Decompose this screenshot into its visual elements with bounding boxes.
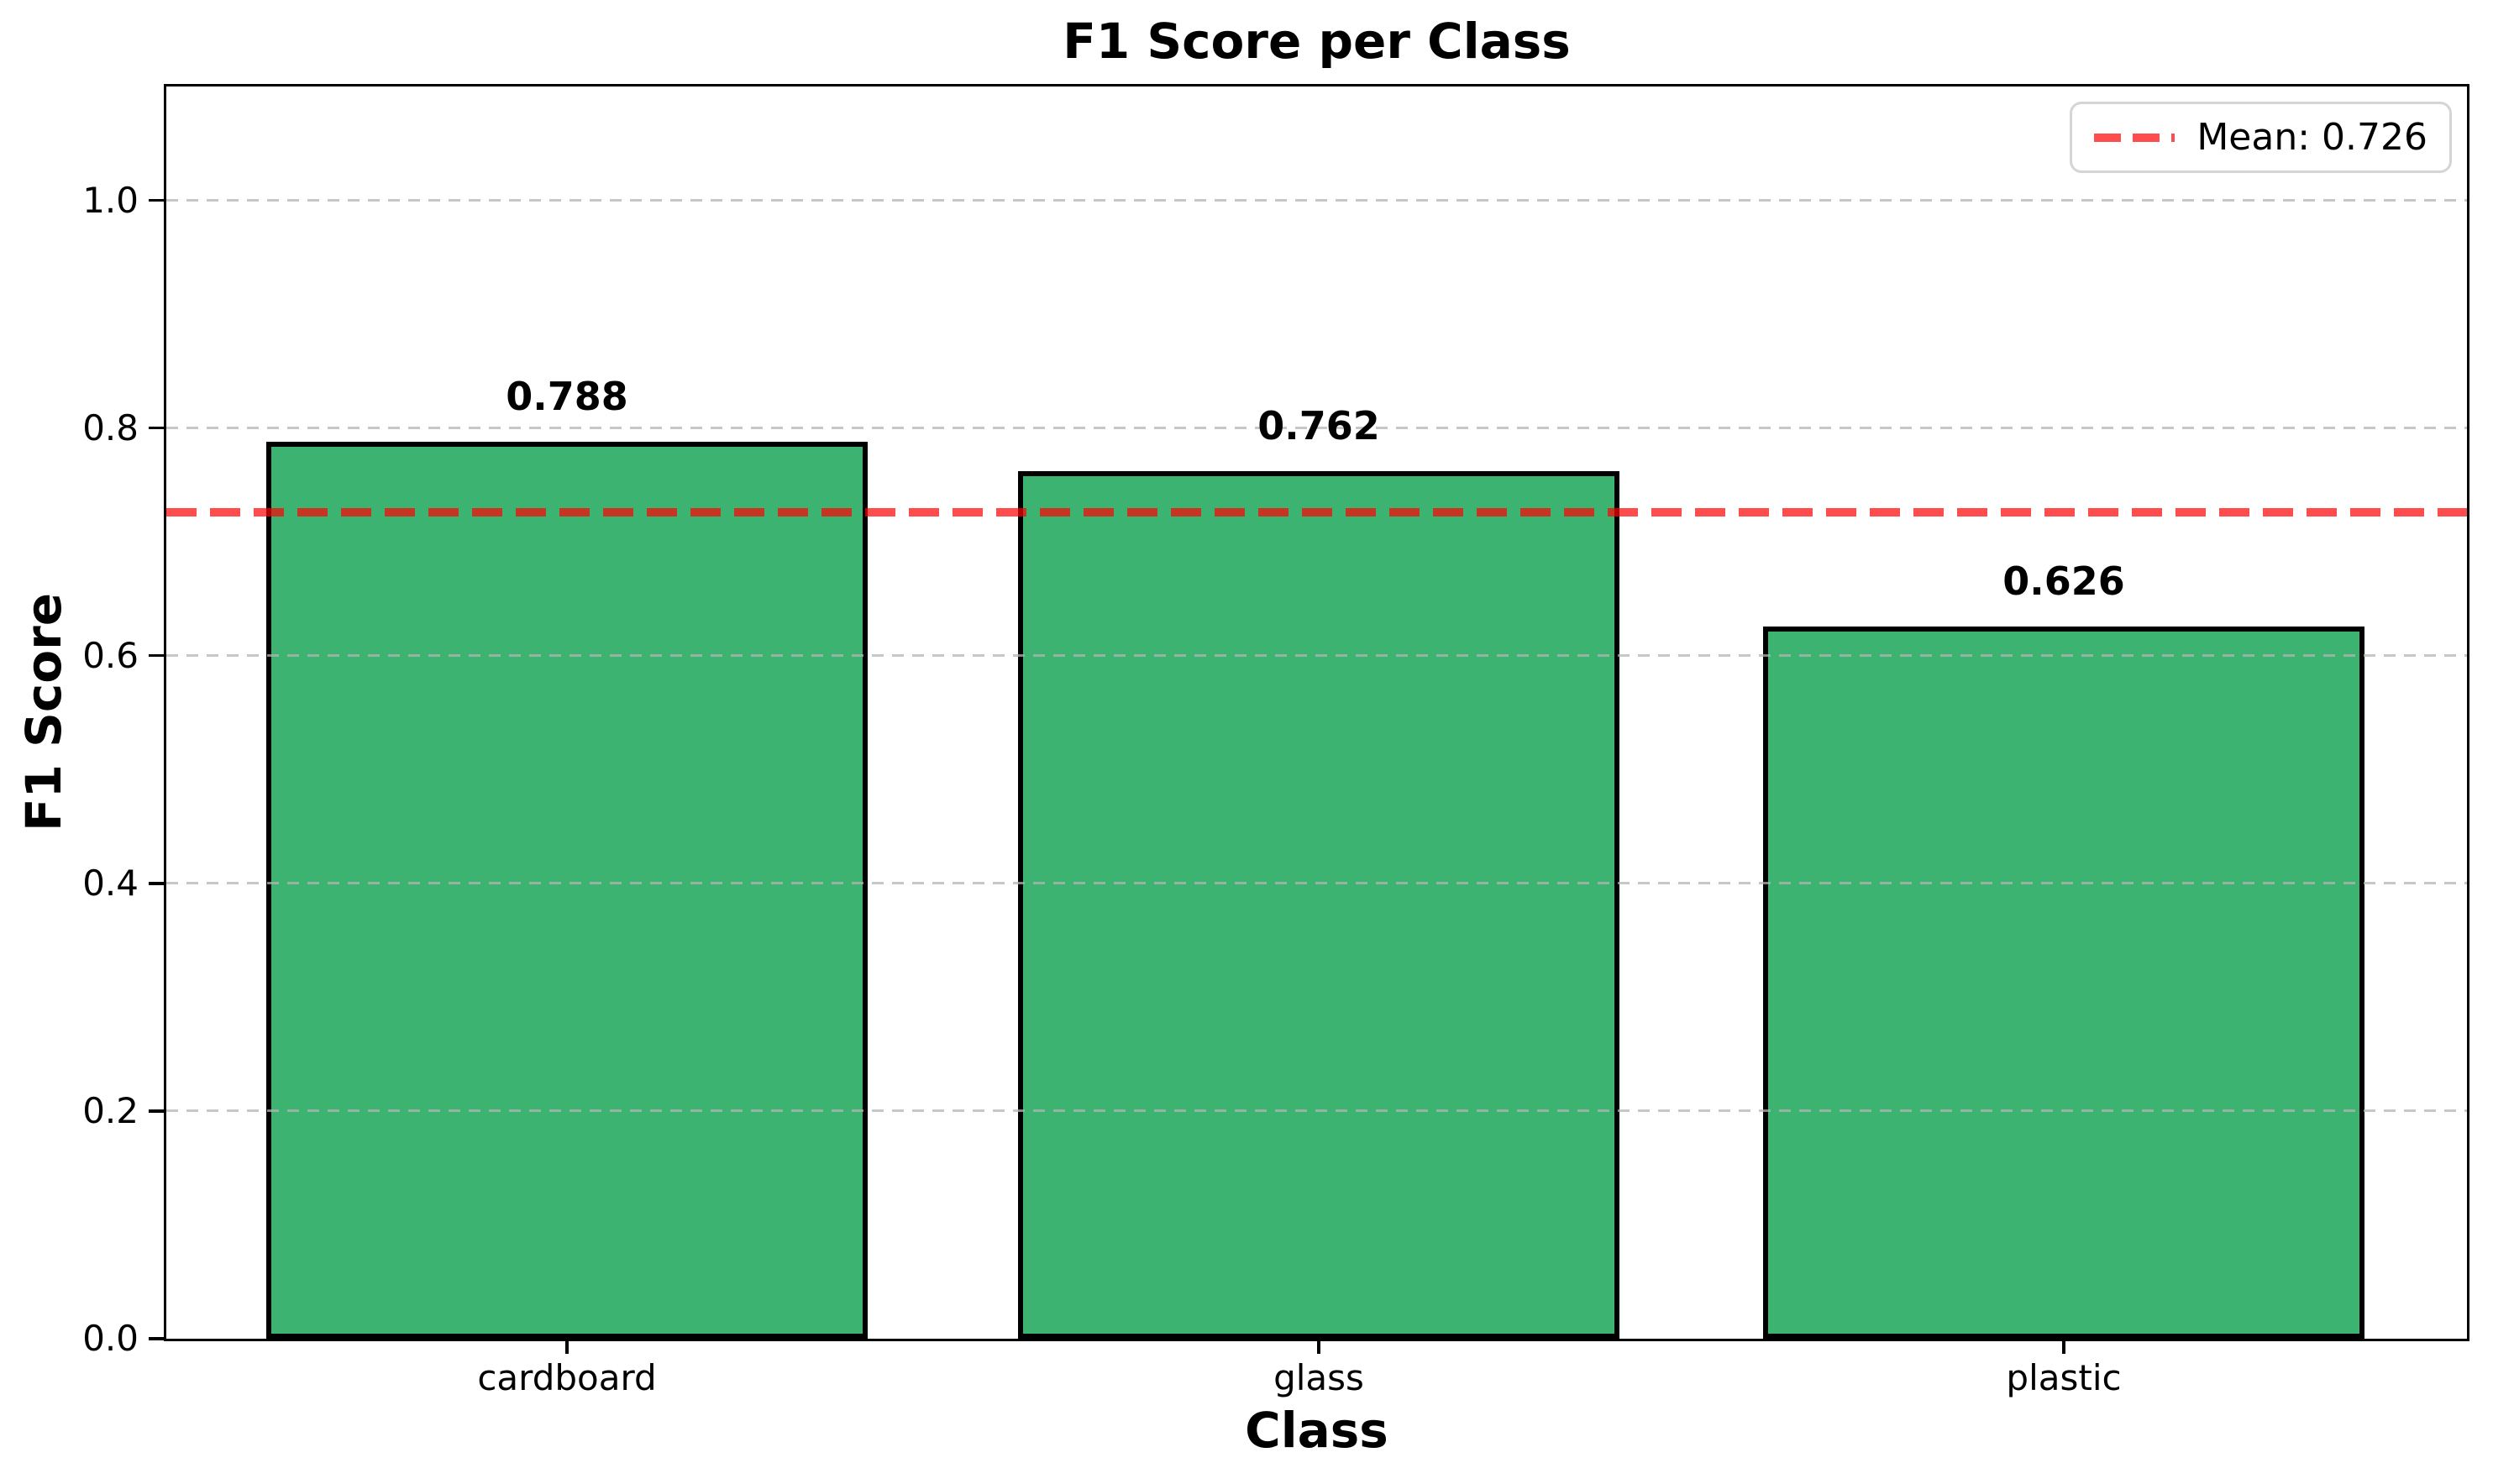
ytick-mark-0.2: [149, 1109, 164, 1113]
bar-value-label-plastic: 0.626: [2002, 558, 2125, 604]
xtick-label-cardboard: cardboard: [477, 1357, 657, 1398]
xtick-mark-glass: [1317, 1341, 1320, 1354]
plot-area: 0.788 0.762 0.626 Mean: 0.726: [149, 84, 2469, 1354]
legend-label: Mean: 0.726: [2196, 116, 2427, 159]
ytick-label-0.2: 0.2: [82, 1089, 139, 1131]
chart-title: F1 Score per Class: [1063, 13, 1571, 70]
ytick-label-0.0: 0.0: [82, 1318, 139, 1359]
ytick-mark-0.4: [149, 882, 164, 885]
ytick-label-1.0: 1.0: [82, 179, 139, 221]
ytick-mark-0.8: [149, 426, 164, 430]
x-axis-label: Class: [1245, 1402, 1388, 1459]
gridline-y-0.2: [166, 1109, 2467, 1113]
xtick-mark-cardboard: [565, 1341, 569, 1354]
ytick-mark-1.0: [149, 198, 164, 202]
bar-glass: [1018, 471, 1619, 1339]
xtick-label-plastic: plastic: [2006, 1357, 2122, 1398]
ytick-label-0.4: 0.4: [82, 862, 139, 904]
mean-line: [166, 507, 2467, 517]
ytick-mark-0.6: [149, 653, 164, 658]
ytick-mark-0.0: [149, 1337, 164, 1340]
ytick-label-0.8: 0.8: [82, 406, 139, 448]
gridline-y-0.6: [166, 654, 2467, 658]
legend: Mean: 0.726: [2070, 102, 2452, 173]
ytick-label-0.6: 0.6: [82, 634, 139, 676]
bar-value-label-cardboard: 0.788: [506, 373, 628, 419]
gridline-y-0.8: [166, 427, 2467, 430]
bar-value-label-glass: 0.762: [1257, 403, 1380, 449]
xtick-label-glass: glass: [1273, 1357, 1364, 1398]
y-axis-label: F1 Score: [15, 592, 72, 832]
gridline-y-1.0: [166, 199, 2467, 202]
bar-cardboard: [266, 441, 868, 1339]
xtick-mark-plastic: [2062, 1341, 2065, 1354]
mean-line-legend-icon: [2094, 133, 2175, 142]
bar-plastic: [1763, 626, 2364, 1339]
gridline-y-0.4: [166, 882, 2467, 885]
